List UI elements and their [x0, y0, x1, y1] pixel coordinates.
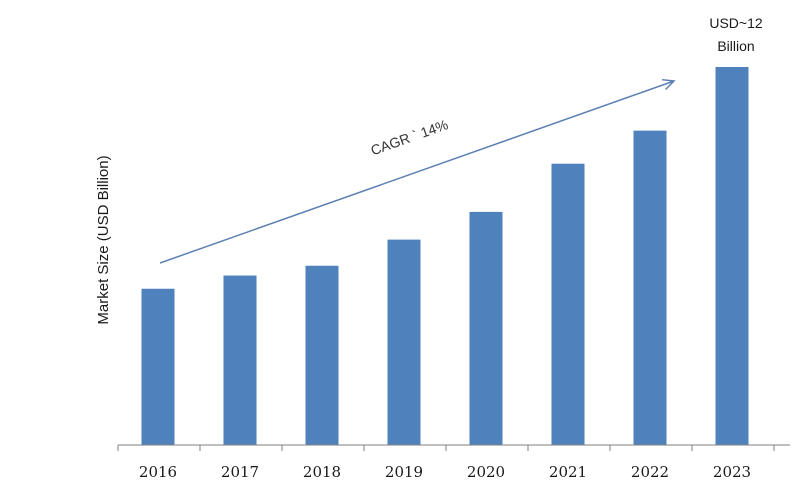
- bar-2020: [469, 211, 503, 445]
- cagr-trend-arrow: [159, 80, 675, 264]
- bar-2016: [141, 288, 175, 445]
- x-tick-label-2020: 2020: [467, 463, 505, 481]
- arrow-head: [661, 78, 676, 91]
- bar-2017: [223, 275, 257, 445]
- bar-2018: [305, 265, 339, 445]
- cagr-annotation: CAGR ` 14%: [369, 116, 451, 158]
- x-tick-label-2018: 2018: [303, 463, 341, 481]
- x-axis-labels: 2016 2017 2018 2019 2020 2021 2022 2023: [139, 463, 751, 481]
- x-tick-label-2022: 2022: [631, 463, 669, 481]
- last-bar-annotation-line2: Billion: [717, 38, 754, 54]
- bar-2019: [387, 239, 421, 445]
- bar-2022: [633, 130, 667, 445]
- x-tick-label-2017: 2017: [221, 463, 259, 481]
- y-axis-label: Market Size (USD Billion): [95, 155, 112, 324]
- x-tick-label-2019: 2019: [385, 463, 423, 481]
- bars-group: [141, 67, 749, 445]
- last-bar-annotation-line1: USD~12: [709, 15, 763, 31]
- bar-2023: [715, 67, 749, 445]
- x-tick-label-2023: 2023: [713, 463, 751, 481]
- bar-2021: [551, 163, 585, 445]
- x-tick-label-2021: 2021: [549, 463, 587, 481]
- x-axis-ticks: [117, 445, 775, 451]
- x-tick-label-2016: 2016: [139, 463, 177, 481]
